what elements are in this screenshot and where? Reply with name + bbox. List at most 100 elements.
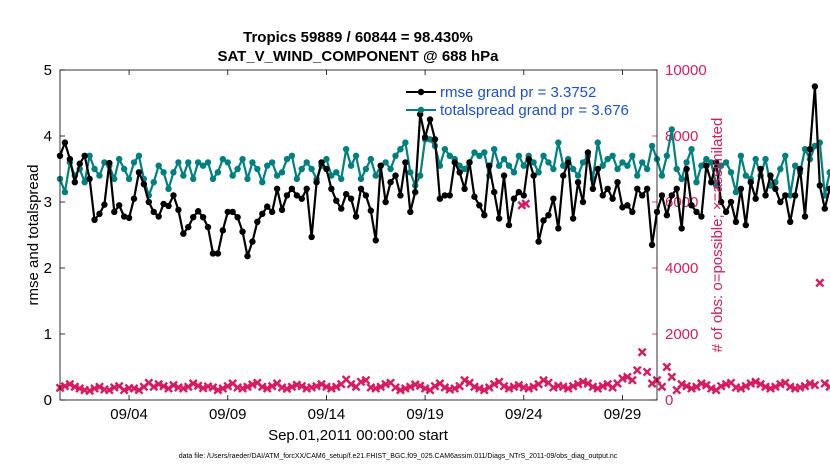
rmse-point xyxy=(811,83,819,90)
totalspread-point xyxy=(787,192,794,199)
rmse-point xyxy=(249,238,256,245)
obs-point-stroke xyxy=(243,382,252,392)
obs-point xyxy=(521,199,531,209)
totalspread-point xyxy=(569,165,577,173)
rmse-point xyxy=(722,208,730,216)
obs-point-stroke xyxy=(618,374,627,383)
rmse-point xyxy=(224,208,231,216)
obs-point-stroke xyxy=(208,383,218,392)
legend-spread-marker xyxy=(417,106,425,114)
totalspread-point xyxy=(239,155,246,163)
obs-point xyxy=(430,381,440,391)
obs-point-stroke xyxy=(326,384,336,393)
obs-point xyxy=(312,381,322,391)
rmse-point xyxy=(229,208,236,216)
obs-point xyxy=(573,379,583,389)
obs-point-stroke xyxy=(573,379,583,389)
obs-point-stroke xyxy=(627,375,637,385)
totalspread-point xyxy=(165,185,172,192)
totalspread-point xyxy=(826,169,830,176)
y-tick-label-right: 0 xyxy=(665,392,673,409)
obs-point xyxy=(627,375,637,385)
rmse-series xyxy=(56,83,830,260)
totalspread-point xyxy=(125,175,133,183)
obs-point-stroke xyxy=(667,372,677,382)
rmse-point xyxy=(140,180,148,188)
rmse-point xyxy=(486,162,493,169)
totalspread-point xyxy=(629,152,636,159)
totalspread-point xyxy=(194,159,202,166)
totalspread-point xyxy=(402,139,409,146)
obs-point-stroke xyxy=(810,380,820,390)
totalspread-point xyxy=(634,172,641,179)
rmse-point xyxy=(500,172,508,179)
rmse-point xyxy=(490,188,498,196)
totalspread-point xyxy=(609,152,616,159)
rmse-point xyxy=(328,185,335,192)
obs-point-stroke xyxy=(341,375,351,384)
obs-point-stroke xyxy=(756,379,766,389)
obs-point xyxy=(741,381,751,391)
obs-point-stroke xyxy=(603,379,613,389)
totalspread-point xyxy=(170,169,177,176)
totalspread-point xyxy=(560,162,567,169)
totalspread-point xyxy=(101,159,108,166)
rmse-point xyxy=(76,160,83,167)
totalspread-point xyxy=(278,169,286,176)
obs-point xyxy=(405,382,415,392)
totalspread-point xyxy=(264,162,271,169)
rmse-point xyxy=(476,202,483,209)
obs-point xyxy=(267,381,277,391)
rmse-point xyxy=(609,195,616,202)
totalspread-point xyxy=(495,162,503,169)
rmse-point xyxy=(150,208,157,216)
rmse-point xyxy=(145,198,153,206)
obs-point-stroke xyxy=(238,384,248,393)
obs-point-stroke xyxy=(637,347,647,357)
totalspread-point xyxy=(357,175,365,183)
obs-point xyxy=(361,375,371,385)
rmse-point xyxy=(535,238,542,245)
obs-point xyxy=(154,379,164,389)
rmse-point xyxy=(323,165,330,173)
obs-point xyxy=(637,347,647,357)
rmse-point xyxy=(367,207,375,214)
obs-point-stroke xyxy=(331,382,341,392)
totalspread-point xyxy=(811,142,819,150)
obs-point-stroke xyxy=(677,379,687,389)
rmse-point xyxy=(530,172,537,179)
plot-frame xyxy=(59,69,658,401)
rmse-point xyxy=(204,223,212,231)
y-axis-left-label: rmse and totalspread xyxy=(25,165,42,306)
obs-point-stroke xyxy=(751,377,761,387)
legend-spread-label: totalspread grand pr = 3.676 xyxy=(440,102,629,119)
obs-point xyxy=(568,381,578,391)
obs-point-stroke xyxy=(682,381,692,391)
rmse-point xyxy=(387,179,394,186)
rmse-point xyxy=(347,195,355,202)
obs-point-stroke xyxy=(539,375,548,385)
y-tick-label-left: 5 xyxy=(44,62,52,79)
x-axis-ticks: 09/04 09/09 09/14 09/19 09/24 09/29 xyxy=(110,70,641,423)
x-tick-label: 09/24 xyxy=(505,406,543,423)
obs-point xyxy=(85,386,95,396)
obs-point-stroke xyxy=(642,367,652,377)
rmse-point xyxy=(826,185,830,192)
totalspread-point xyxy=(244,175,251,183)
obs-point-stroke xyxy=(386,378,396,388)
totalspread-point xyxy=(505,162,513,169)
obs-point xyxy=(479,385,489,395)
obs-point xyxy=(489,379,499,389)
obs-point-stroke xyxy=(598,381,608,391)
obs-point xyxy=(662,362,672,372)
totalspread-point xyxy=(155,162,162,169)
totalspread-point xyxy=(86,152,93,159)
rmse-point xyxy=(244,252,251,260)
obs-point xyxy=(243,382,252,392)
totalspread-point xyxy=(535,169,542,176)
rmse-point xyxy=(268,208,276,216)
obs-point-stroke xyxy=(247,380,257,389)
rmse-point xyxy=(713,159,720,166)
